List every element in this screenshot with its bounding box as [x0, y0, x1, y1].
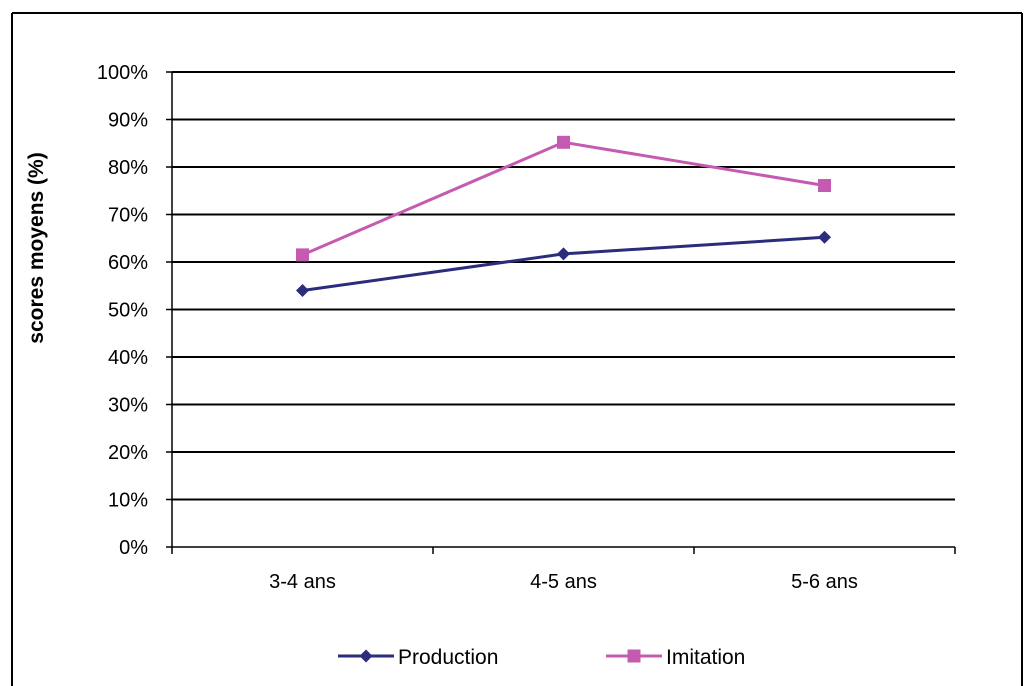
data-point-imitation — [296, 248, 309, 262]
y-tick-label: 90% — [108, 110, 148, 132]
data-point-production — [296, 284, 309, 297]
y-tick-label: 50% — [108, 300, 148, 322]
series-group — [296, 135, 831, 297]
gridlines — [172, 71, 955, 501]
y-tick-label: 30% — [108, 395, 148, 417]
legend-marker-imitation — [627, 649, 641, 663]
legend-marker-production — [359, 649, 373, 663]
y-axis-ticks: 0% 10% 20% 30% 40% 50% 60% 70% 80% 90% 100% — [97, 62, 173, 559]
x-axis: 3-4 ans 4-5 ans 5-6 ans — [171, 546, 956, 593]
y-tick-label: 80% — [108, 157, 148, 179]
y-tick-label: 60% — [108, 252, 148, 274]
legend-label-imitation: Imitation — [666, 646, 745, 669]
data-point-imitation — [818, 179, 831, 193]
data-point-production — [818, 230, 831, 244]
y-tick-label: 40% — [108, 347, 148, 369]
y-tick-label: 0% — [119, 537, 148, 559]
y-tick-label: 70% — [108, 205, 148, 227]
y-tick-label: 10% — [108, 490, 148, 512]
x-tick-label: 5-6 ans — [791, 571, 858, 593]
y-tick-label: 20% — [108, 442, 148, 464]
data-point-production — [557, 247, 570, 261]
legend-label-production: Production — [398, 646, 498, 669]
x-tick-label: 4-5 ans — [530, 571, 597, 593]
data-point-imitation — [557, 135, 570, 149]
y-axis-label: scores moyens (%) — [25, 152, 48, 343]
x-tick-label: 3-4 ans — [269, 571, 336, 593]
y-tick-label: 100% — [97, 62, 148, 84]
legend: Production Imitation — [338, 646, 745, 669]
